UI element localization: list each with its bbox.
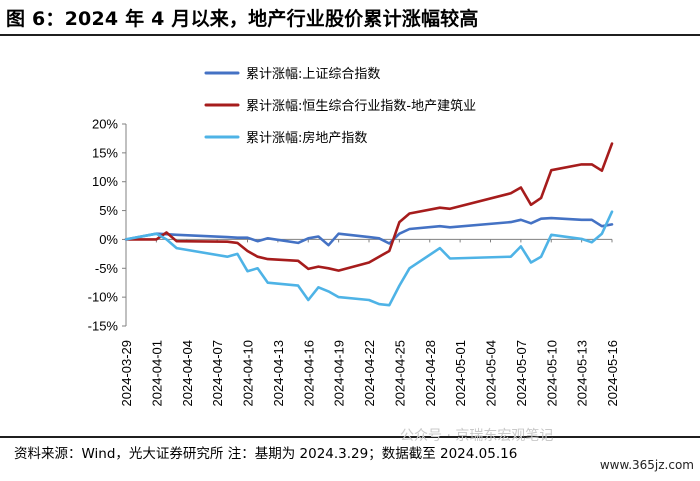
x-tick-label: 2024-05-16 — [605, 340, 620, 407]
x-tick-label: 2024-04-01 — [149, 340, 164, 407]
x-axis: 2024-03-29 2024-04-01 2024-04-04 2024-04-07… — [119, 238, 620, 407]
series-line-2 — [124, 142, 614, 272]
x-tick-label: 2024-04-07 — [210, 340, 225, 407]
legend-label-1: 累计涨幅:上证综合指数 — [246, 67, 380, 82]
series-line-1 — [124, 216, 614, 247]
x-tick-label: 2024-04-10 — [241, 340, 256, 407]
y-tick-label: 5% — [99, 203, 118, 218]
watermark-text: 公众号 · 京瑞东宏观笔记 — [400, 428, 554, 444]
x-tick-label: 2024-04-22 — [362, 340, 377, 407]
x-tick-label: 2024-04-04 — [180, 340, 195, 407]
x-tick-label: 2024-05-10 — [544, 340, 559, 407]
x-tick-label: 2024-05-01 — [453, 340, 468, 407]
x-tick-label: 2024-04-13 — [271, 340, 286, 407]
x-tick-label: 2024-04-16 — [301, 340, 316, 407]
title-divider — [0, 34, 700, 36]
y-tick-label: -10% — [88, 290, 119, 305]
plot-lines — [124, 142, 614, 307]
series-line-3 — [124, 210, 614, 307]
x-tick-label: 2024-04-19 — [332, 340, 347, 407]
source-note: 资料来源：Wind，光大证券研究所 注：基期为 2024.3.29；数据截至 2… — [14, 446, 518, 462]
x-tick-label: 2024-04-28 — [423, 340, 438, 407]
footer-divider — [0, 436, 700, 438]
site-watermark: www.365jz.com — [599, 458, 694, 472]
y-axis: 20% 15% 10% 5% 0% -5% -10% -15% — [88, 117, 127, 334]
legend-label-3: 累计涨幅:房地产指数 — [246, 130, 367, 146]
y-tick-label: -5% — [95, 261, 119, 276]
x-tick-label: 2024-05-04 — [484, 340, 499, 407]
line-chart: 累计涨幅:上证综合指数累计涨幅:恒生综合行业指数-地产建筑业累计涨幅:房地产指数… — [88, 67, 620, 407]
y-tick-label: 20% — [92, 117, 118, 132]
y-tick-label: 15% — [92, 145, 118, 160]
x-tick-label: 2024-03-29 — [119, 340, 134, 407]
x-tick-label: 2024-04-25 — [392, 340, 407, 407]
y-tick-label: -15% — [88, 319, 119, 334]
x-tick-label: 2024-05-07 — [514, 340, 529, 407]
y-tick-label: 0% — [99, 232, 118, 247]
figure-title: 图 6：2024 年 4 月以来，地产行业股价累计涨幅较高 — [6, 8, 479, 30]
y-tick-label: 10% — [92, 174, 118, 189]
x-tick-label: 2024-05-13 — [575, 340, 590, 407]
legend-label-2: 累计涨幅:恒生综合行业指数-地产建筑业 — [246, 98, 476, 114]
